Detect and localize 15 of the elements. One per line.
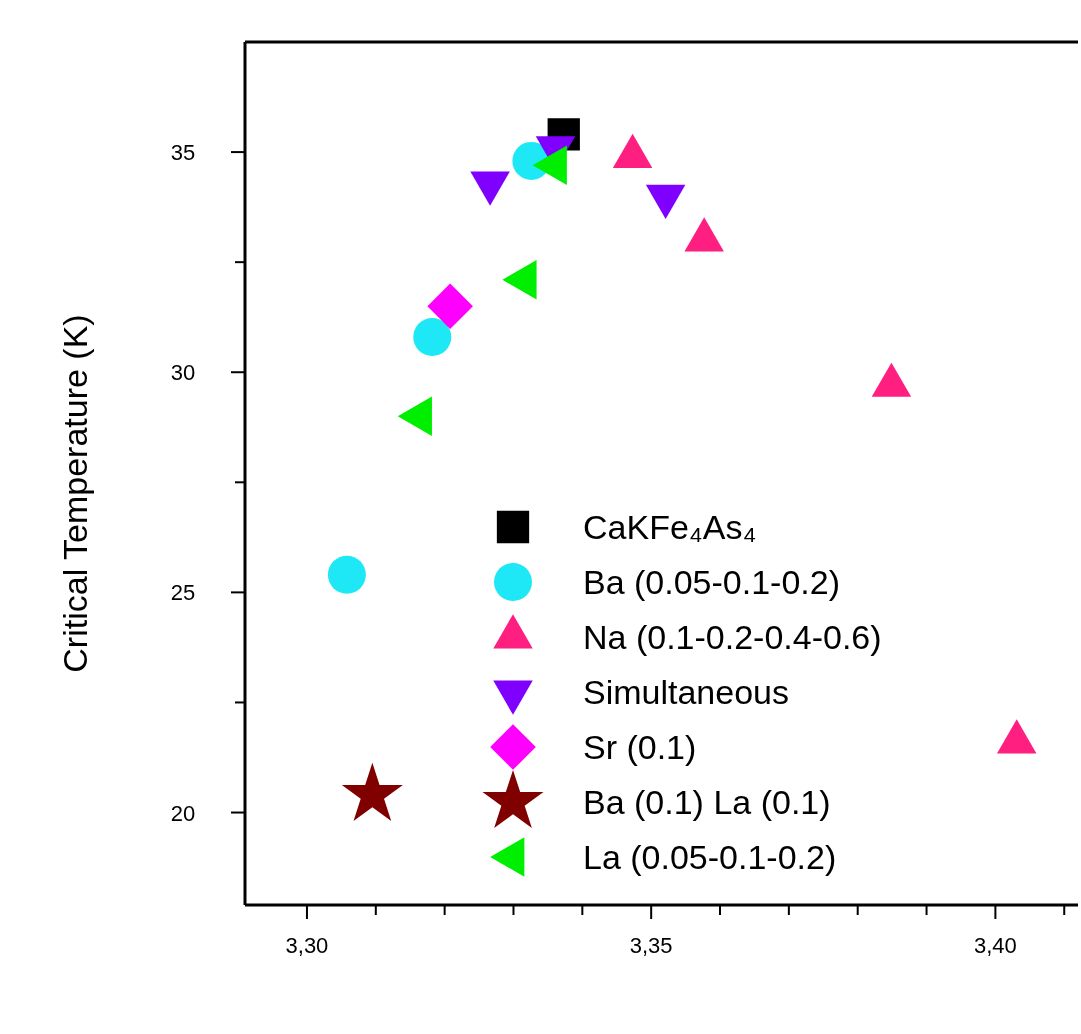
y-tick-label: 25 — [170, 580, 196, 606]
legend-label: La (0.05-0.1-0.2) — [583, 838, 837, 876]
legend-label: Simultaneous — [583, 673, 790, 711]
legend-label: Ba (0.1) La (0.1) — [583, 783, 831, 821]
legend-label: Na (0.1-0.2-0.4-0.6) — [583, 618, 882, 656]
x-tick-label: 3,30 — [285, 933, 329, 958]
y-tick-label: 30 — [170, 360, 196, 386]
legend-label: Ba (0.05-0.1-0.2) — [583, 563, 841, 601]
x-tick-label: 3,35 — [629, 933, 673, 958]
y-axis-title: Critical Temperature (K) — [56, 314, 94, 673]
legend-label: CaKFe₄As₄ — [583, 508, 757, 546]
y-tick-label: 35 — [170, 140, 196, 166]
x-tick-label: 3,40 — [973, 933, 1017, 958]
legend-label: Sr (0.1) — [583, 728, 697, 766]
y-tick-label: 20 — [170, 800, 196, 826]
